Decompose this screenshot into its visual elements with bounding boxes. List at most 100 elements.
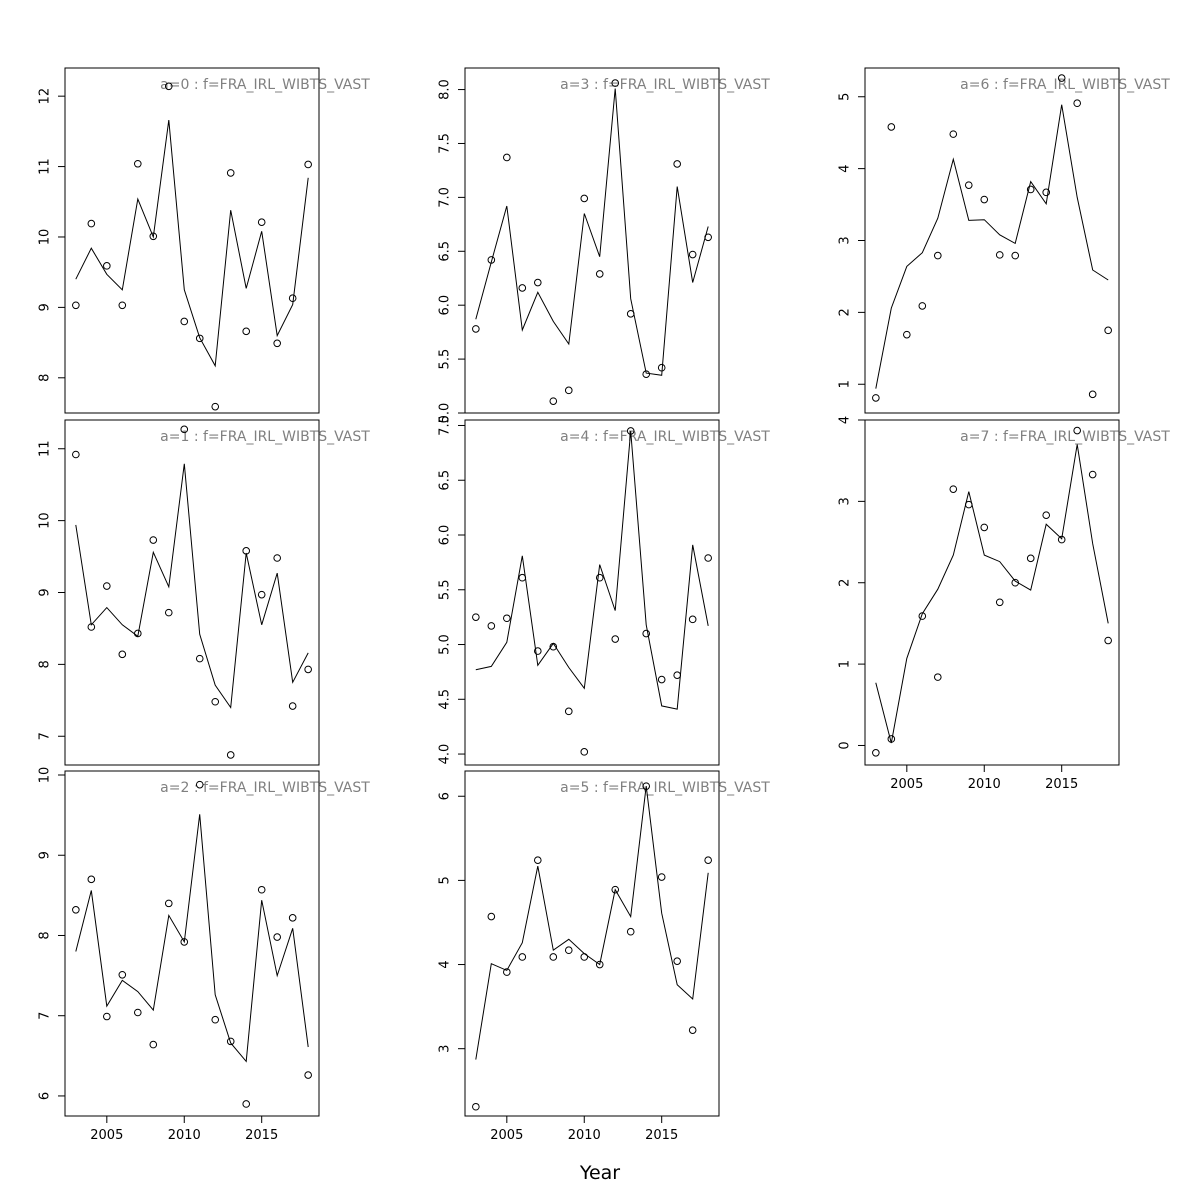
observed-point <box>288 914 297 922</box>
observed-point <box>1011 251 1020 260</box>
x-tick-label: 2010 <box>168 1128 201 1143</box>
observed-point <box>657 873 666 881</box>
observed-point <box>180 425 189 434</box>
observed-point <box>87 875 96 884</box>
y-tick-label: 4.0 <box>438 744 453 765</box>
y-tick-label: 4 <box>838 416 853 424</box>
observed-point <box>688 1026 697 1034</box>
y-tick-label: 10 <box>38 229 53 246</box>
y-tick-label: 4.5 <box>438 689 453 710</box>
observed-point <box>564 386 573 395</box>
panel-frame <box>464 67 720 414</box>
y-tick-label: 2 <box>838 579 853 587</box>
observed-point <box>273 339 281 348</box>
observed-point <box>118 650 127 659</box>
observed-point <box>472 613 480 621</box>
observed-point <box>580 748 589 756</box>
observed-point <box>980 195 989 204</box>
observed-point <box>642 629 651 638</box>
y-tick-label: 3 <box>438 1045 453 1053</box>
fitted-line <box>75 120 309 368</box>
observed-point <box>872 394 880 402</box>
fitted-line <box>475 430 709 710</box>
panel-1: 7 8 9 10 11 a=1 : f=FRA_IRL_WIBTS_VAST <box>38 419 370 766</box>
y-tick-label: 6.5 <box>438 470 453 491</box>
observed-point <box>164 899 173 908</box>
observed-point <box>933 673 942 681</box>
y-tick-label: 1 <box>838 380 853 388</box>
observed-point <box>1088 390 1097 399</box>
observed-point <box>949 130 958 138</box>
observed-point <box>164 82 173 91</box>
y-tick-label: 7.0 <box>438 187 453 208</box>
observed-point <box>304 1071 312 1079</box>
panel-3: 5.0 5.5 6.0 6.5 7.0 7.5 8.0 a=3 : f=FRA_IRL_WIB… <box>438 67 770 424</box>
x-tick-label: 2010 <box>568 1128 601 1143</box>
y-tick-label: 9 <box>38 588 53 596</box>
panel-title: a=2 : f=FRA_IRL_WIBTS_VAST <box>160 780 370 796</box>
x-tick-label: 2005 <box>890 777 923 792</box>
y-tick-label: 9 <box>38 851 53 859</box>
observed-point <box>103 262 111 270</box>
observed-point <box>1026 554 1035 563</box>
observed-point <box>533 647 542 655</box>
y-tick-label: 1 <box>838 660 853 668</box>
y-tick-label: 7.0 <box>438 415 453 436</box>
observed-point <box>1088 470 1097 479</box>
observed-point <box>518 284 527 292</box>
observed-point <box>226 1037 235 1046</box>
observed-point <box>688 250 697 259</box>
panel-title: a=0 : f=FRA_IRL_WIBTS_VAST <box>160 77 370 93</box>
y-tick-label: 5.5 <box>438 349 453 370</box>
y-tick-label: 4 <box>838 164 853 172</box>
observed-point <box>195 780 204 789</box>
x-tick-label: 2005 <box>90 1128 123 1143</box>
observed-point <box>673 957 681 965</box>
observed-point <box>487 622 496 630</box>
y-tick-label: 5.0 <box>438 403 453 424</box>
y-tick-label: 3 <box>838 236 853 244</box>
observed-point <box>87 219 96 228</box>
observed-point <box>103 1012 111 1021</box>
observed-point <box>549 397 558 405</box>
y-tick-label: 6.5 <box>438 241 453 262</box>
y-tick-label: 10 <box>38 512 53 529</box>
observed-point <box>118 970 127 979</box>
y-tick-label: 6.0 <box>438 525 453 546</box>
panel-2: 6 7 8 9 10 2005 2010 2015 a=2 : f=FRA_IRL_WIBTS_… <box>38 767 371 1143</box>
observed-point <box>1057 74 1066 82</box>
observed-point <box>995 251 1004 259</box>
y-tick-label: 11 <box>38 440 53 457</box>
observed-point <box>72 906 80 914</box>
y-tick-label: 8.0 <box>438 79 453 100</box>
observed-point <box>288 702 297 710</box>
observed-point <box>257 218 266 226</box>
observed-point <box>1104 326 1112 335</box>
observed-point <box>288 294 297 303</box>
observed-point <box>273 933 281 941</box>
panel-title: a=4 : f=FRA_IRL_WIBTS_VAST <box>560 429 770 445</box>
panel-6: 1 2 3 4 5 a=6 : f=FRA_IRL_WIBTS_VAST <box>838 67 1170 414</box>
observed-point <box>518 953 527 961</box>
y-tick-label: 6 <box>438 792 453 800</box>
observed-point <box>472 1102 480 1111</box>
y-tick-label: 5.0 <box>438 634 453 655</box>
x-axis-label: Year <box>579 1162 620 1184</box>
observed-point <box>549 953 558 961</box>
observed-point <box>103 582 111 590</box>
observed-point <box>242 327 251 336</box>
y-tick-label: 10 <box>38 767 53 784</box>
observed-point <box>180 317 189 326</box>
panel-4: 4.0 4.5 5.0 5.5 6.0 6.5 7.0 a=4 : f=FRA_IRL_WIB… <box>438 415 770 766</box>
observed-point <box>149 232 158 241</box>
observed-point <box>211 402 220 411</box>
observed-point <box>704 554 712 562</box>
observed-point <box>564 946 573 955</box>
y-tick-label: 5.5 <box>438 579 453 600</box>
observed-point <box>211 1015 220 1024</box>
x-tick-label: 2005 <box>490 1128 523 1143</box>
panel-7: 0 1 2 3 4 2005 2010 2015 a=7 : f=FRA_IRL_WIBTS_V… <box>838 416 1171 792</box>
y-tick-label: 7 <box>38 732 53 740</box>
y-tick-label: 12 <box>38 88 53 105</box>
